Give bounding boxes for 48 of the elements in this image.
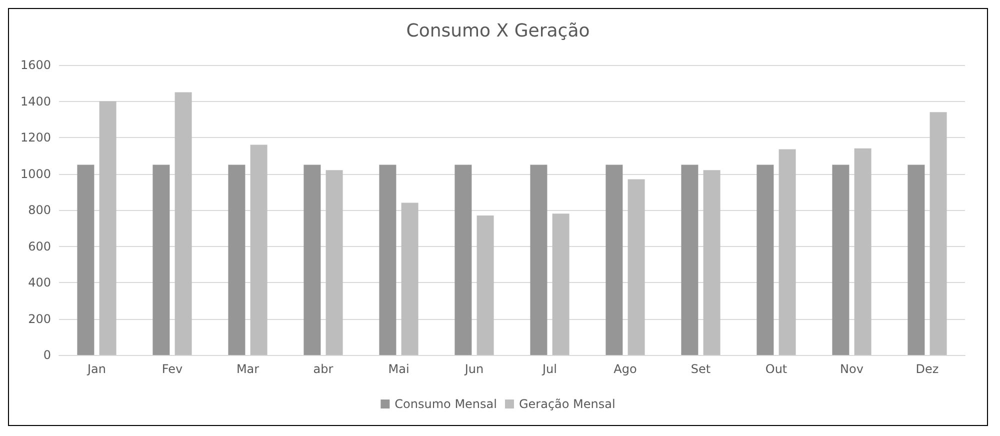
bar (476, 215, 494, 355)
x-tick-label: Ago (614, 362, 637, 376)
y-tick-label: 200 (28, 312, 51, 326)
y-tick-label: 0 (43, 348, 51, 362)
x-tick-label: Set (690, 362, 711, 376)
chart-title: Consumo X Geração (406, 20, 590, 42)
x-tick-label: Jul (542, 362, 557, 376)
bar (908, 164, 925, 355)
bar (930, 112, 947, 355)
x-tick-label: Nov (840, 362, 864, 376)
x-tick-label: Mai (388, 362, 410, 376)
bar (756, 164, 774, 355)
bar (454, 164, 472, 355)
bar (606, 164, 623, 355)
y-tick-label: 1600 (20, 58, 51, 72)
x-tick-label: Mar (236, 362, 260, 376)
bar (703, 170, 720, 355)
bar (552, 214, 570, 355)
x-tick-label: Dez (916, 362, 939, 376)
bar (628, 179, 645, 355)
bar (530, 164, 548, 355)
x-tick-label: Jan (86, 362, 106, 376)
y-tick-label: 800 (28, 203, 51, 217)
y-tick-label: 400 (28, 276, 51, 290)
bar (832, 164, 850, 355)
bar (99, 101, 116, 355)
x-tick-label: abr (313, 362, 334, 376)
y-tick-label: 1200 (20, 130, 51, 144)
bar (304, 164, 321, 355)
bar (681, 164, 698, 355)
legend-label: Consumo Mensal (394, 397, 497, 411)
y-tick-label: 600 (28, 239, 51, 254)
y-tick-label: 1000 (20, 166, 51, 181)
x-tick-label: Fev (162, 362, 183, 376)
bar (250, 144, 268, 355)
bar (326, 170, 343, 355)
bar (778, 149, 796, 355)
y-tick-label: 1400 (20, 94, 51, 108)
bar (228, 164, 246, 355)
bar (152, 164, 170, 355)
legend-label: Geração Mensal (518, 397, 616, 411)
bar (77, 164, 94, 355)
x-tick-label: Out (765, 362, 788, 376)
x-tick-label: Jun (464, 362, 484, 376)
bar (174, 92, 192, 355)
bar (854, 148, 872, 355)
bar (379, 164, 396, 355)
bar (401, 202, 418, 355)
